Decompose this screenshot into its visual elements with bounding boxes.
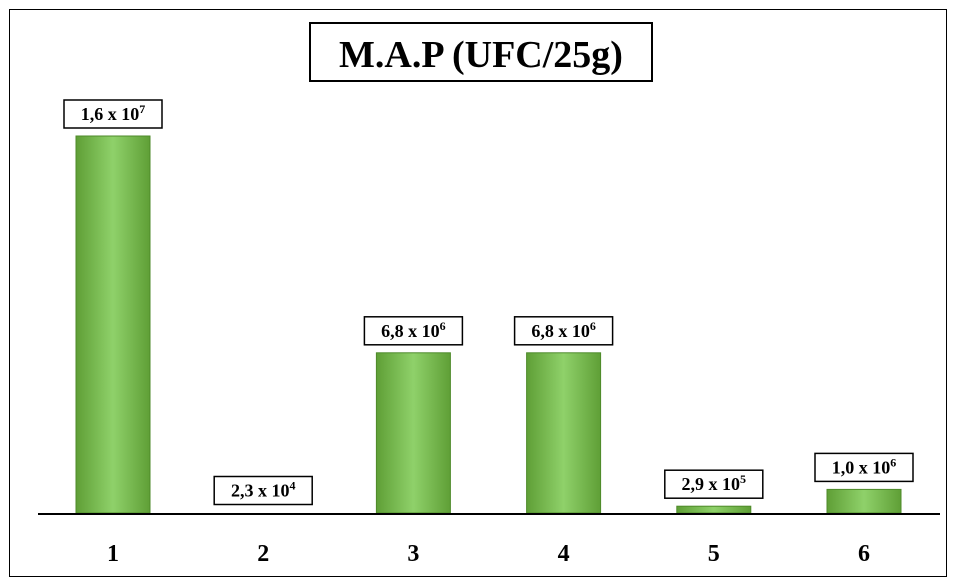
data-label-6: 1,0 x 106: [832, 455, 897, 477]
bar-3: [375, 352, 451, 514]
data-label-3: 6,8 x 106: [381, 319, 446, 341]
data-label-4: 6,8 x 106: [531, 319, 596, 341]
x-tick-label-4: 4: [558, 541, 570, 567]
chart-frame: [9, 9, 947, 577]
bar-1: [75, 135, 151, 514]
bar-4: [526, 352, 602, 514]
x-tick-label-1: 1: [107, 541, 119, 567]
data-label-box-5: [664, 469, 764, 499]
x-tick-label-2: 2: [257, 541, 269, 567]
x-tick-label-3: 3: [407, 541, 419, 567]
data-label-box-3: [363, 316, 464, 346]
data-label-box-1: [63, 99, 163, 129]
chart-title: M.A.P (UFC/25g): [339, 34, 623, 76]
bar-5: [676, 505, 752, 514]
data-label-1: 1,6 x 107: [81, 102, 146, 124]
data-label-2: 2,3 x 104: [231, 479, 296, 501]
data-label-box-2: [213, 475, 313, 506]
data-label-5: 2,9 x 105: [682, 472, 747, 494]
x-tick-label-6: 6: [858, 541, 870, 567]
ticks-layer: 1 2 3 4 5 6: [107, 541, 870, 567]
data-label-box-6: [814, 452, 914, 483]
bar-6: [826, 488, 902, 514]
data-label-box-4: [513, 316, 614, 346]
bars-layer: [75, 135, 902, 514]
chart-title-box: [309, 22, 653, 82]
labels-layer: 1,6 x 107 2,3 x 104 6,8 x 106 6,8 x 106 2,9 …: [63, 99, 914, 506]
x-tick-label-5: 5: [708, 541, 720, 567]
